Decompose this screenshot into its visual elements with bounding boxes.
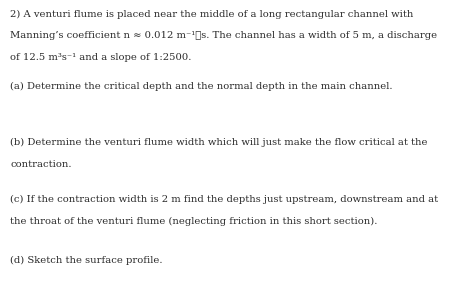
Text: 2) A venturi flume is placed near the middle of a long rectangular channel with: 2) A venturi flume is placed near the mi… bbox=[10, 10, 413, 19]
Text: the throat of the venturi flume (neglecting friction in this short section).: the throat of the venturi flume (neglect… bbox=[10, 217, 377, 226]
Text: (a) Determine the critical depth and the normal depth in the main channel.: (a) Determine the critical depth and the… bbox=[10, 82, 392, 91]
Text: contraction.: contraction. bbox=[10, 160, 71, 169]
Text: (c) If the contraction width is 2 m find the depths just upstream, downstream an: (c) If the contraction width is 2 m find… bbox=[10, 195, 437, 204]
Text: Manning’s coefficient n ≈ 0.012 m⁻¹ᐟs. The channel has a width of 5 m, a dischar: Manning’s coefficient n ≈ 0.012 m⁻¹ᐟs. T… bbox=[10, 31, 436, 40]
Text: (d) Sketch the surface profile.: (d) Sketch the surface profile. bbox=[10, 256, 162, 265]
Text: of 12.5 m³s⁻¹ and a slope of 1:2500.: of 12.5 m³s⁻¹ and a slope of 1:2500. bbox=[10, 53, 191, 62]
Text: (b) Determine the venturi flume width which will just make the flow critical at : (b) Determine the venturi flume width wh… bbox=[10, 138, 427, 147]
